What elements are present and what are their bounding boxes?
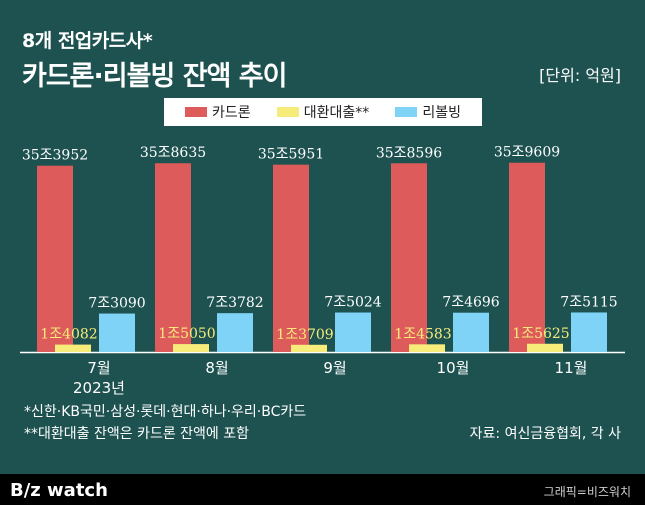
legend-label-refinance: 대환대출** bbox=[303, 105, 370, 121]
legend-item-revolving: 리볼빙 bbox=[395, 102, 461, 122]
legend: 카드론 대환대출** 리볼빙 bbox=[164, 98, 482, 126]
bar-chart: 35조3952 1조4082 7조3090 7월 2023년 35조8635 1조5050 7… bbox=[20, 145, 625, 397]
data-label-cardloan: 35조3952 bbox=[22, 148, 88, 164]
legend-swatch-refinance bbox=[276, 107, 299, 117]
legend-label-revolving: 리볼빙 bbox=[422, 105, 461, 121]
graphic-credit: 그래픽=비즈워치 bbox=[543, 485, 631, 499]
data-label-refinance: 1조5050 bbox=[158, 326, 215, 342]
x-tick-label: 8월 bbox=[205, 359, 228, 377]
bar-refinance bbox=[409, 344, 445, 352]
x-tick-label: 9월 bbox=[323, 359, 346, 377]
data-label-refinance: 1조4082 bbox=[40, 327, 97, 343]
legend-item-cardloan: 카드론 bbox=[185, 102, 251, 122]
data-label-revolving: 7조3782 bbox=[206, 295, 263, 311]
legend-swatch-revolving bbox=[395, 107, 418, 117]
bar-cardloan bbox=[155, 163, 191, 352]
data-label-revolving: 7조5024 bbox=[324, 295, 382, 311]
chart-subtitle: 8개 전업카드사* bbox=[22, 30, 153, 52]
bar-cardloan bbox=[509, 162, 545, 352]
bizwatch-logo: B/z watch bbox=[10, 480, 108, 501]
legend-item-refinance: 대환대출** bbox=[276, 102, 370, 122]
data-label-revolving: 7조3090 bbox=[88, 296, 145, 312]
bar-cardloan bbox=[37, 165, 73, 352]
bar-refinance bbox=[55, 344, 91, 352]
bar-revolving bbox=[335, 312, 371, 352]
bar-refinance bbox=[527, 343, 563, 352]
bar-cardloan bbox=[273, 164, 309, 352]
legend-label-cardloan: 카드론 bbox=[212, 105, 251, 121]
source-label: 자료: 여신금융협회, 각 사 bbox=[469, 426, 621, 442]
data-label-cardloan: 35조8596 bbox=[376, 145, 442, 161]
x-tick-label: 7월 bbox=[87, 359, 110, 377]
footer-bar bbox=[0, 474, 645, 505]
unit-label: [단위: 억원] bbox=[539, 66, 621, 85]
legend-swatch-cardloan bbox=[185, 107, 208, 117]
bar-refinance bbox=[291, 344, 327, 352]
x-tick-label: 10월 bbox=[437, 359, 470, 377]
bar-revolving bbox=[99, 313, 135, 352]
data-label-revolving: 7조5115 bbox=[560, 294, 617, 310]
data-label-refinance: 1조5625 bbox=[512, 326, 569, 342]
chart-title: 카드론·리볼빙 잔액 추이 bbox=[22, 61, 287, 92]
footnote-companies: *신한·KB국민·삼성·롯데·현대·하나·우리·BC카드 bbox=[24, 404, 307, 420]
bar-revolving bbox=[453, 312, 489, 352]
bar-revolving bbox=[571, 312, 607, 352]
bar-revolving bbox=[217, 313, 253, 352]
footnote-refinance: **대환대출 잔액은 카드론 잔액에 포함 bbox=[24, 426, 249, 442]
data-label-revolving: 7조4696 bbox=[442, 295, 500, 311]
x-tick-sublabel: 2023년 bbox=[73, 379, 125, 397]
bar-refinance bbox=[173, 344, 209, 352]
bar-cardloan bbox=[391, 163, 427, 352]
data-label-cardloan: 35조9609 bbox=[494, 145, 560, 161]
data-label-cardloan: 35조5951 bbox=[258, 147, 324, 163]
data-label-refinance: 1조3709 bbox=[276, 327, 333, 343]
x-tick-label: 11월 bbox=[555, 359, 588, 377]
data-label-refinance: 1조4583 bbox=[394, 326, 451, 342]
data-label-cardloan: 35조8635 bbox=[140, 145, 206, 161]
